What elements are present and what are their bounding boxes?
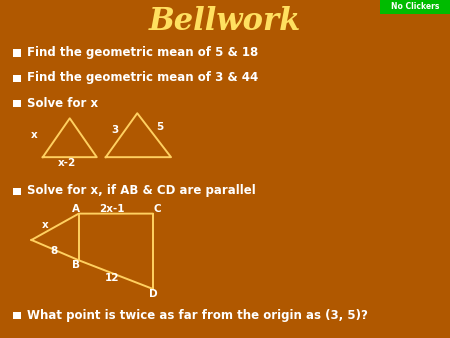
Bar [13, 75, 21, 82]
Bar [13, 188, 21, 195]
Text: 8: 8 [50, 246, 58, 256]
Bar [13, 100, 21, 107]
Text: Find the geometric mean of 3 & 44: Find the geometric mean of 3 & 44 [27, 71, 258, 84]
Text: 2x-1: 2x-1 [99, 203, 124, 214]
Text: Find the geometric mean of 5 & 18: Find the geometric mean of 5 & 18 [27, 46, 258, 59]
Text: What point is twice as far from the origin as (3, 5)?: What point is twice as far from the orig… [27, 309, 368, 321]
Text: Solve for x: Solve for x [27, 97, 98, 110]
Text: 3: 3 [112, 125, 119, 135]
Text: D: D [148, 289, 157, 299]
Bar [13, 312, 21, 319]
Text: C: C [154, 204, 161, 214]
Text: Solve for x, if AB & CD are parallel: Solve for x, if AB & CD are parallel [27, 185, 256, 197]
Text: B: B [72, 260, 80, 270]
Bar [13, 49, 21, 57]
FancyBboxPatch shape [380, 0, 450, 14]
Text: 12: 12 [104, 273, 119, 283]
Text: 5: 5 [156, 122, 163, 132]
Text: No Clickers: No Clickers [391, 2, 439, 11]
Text: A: A [72, 204, 80, 214]
Text: x-2: x-2 [58, 158, 76, 168]
Text: Bellwork: Bellwork [149, 6, 301, 38]
Text: x: x [31, 130, 38, 140]
Text: x: x [41, 220, 49, 230]
